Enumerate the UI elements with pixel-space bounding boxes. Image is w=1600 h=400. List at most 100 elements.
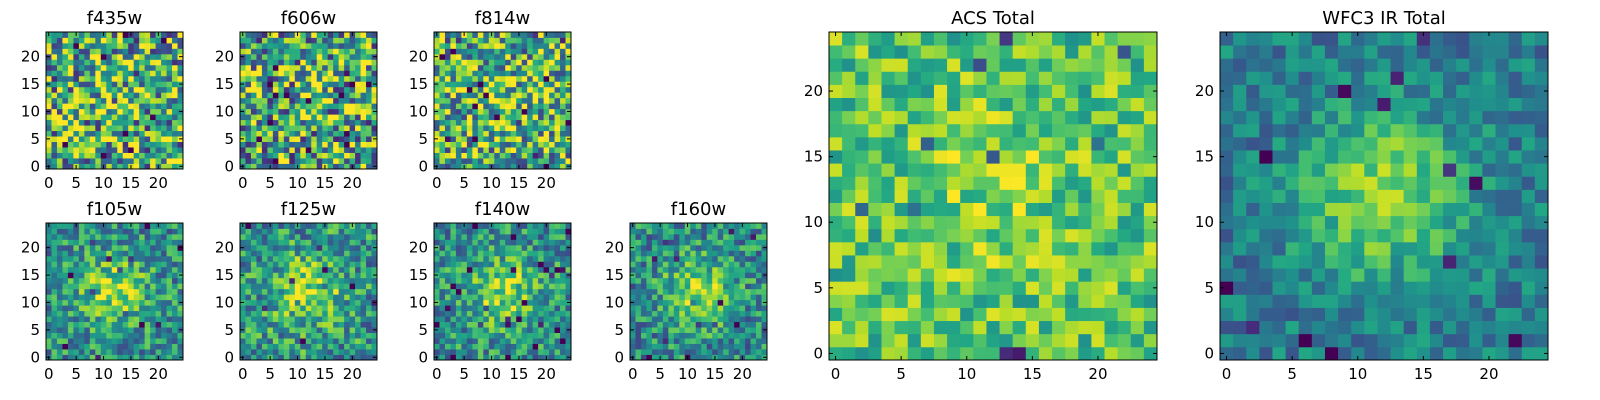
heatmap-cell	[250, 272, 257, 279]
heatmap-cell	[761, 250, 768, 257]
heatmap-cell	[494, 349, 501, 355]
heatmap-cell	[355, 288, 361, 295]
heatmap-cell	[439, 108, 446, 115]
heatmap-cell	[294, 305, 301, 312]
panel-title: f125w	[281, 199, 336, 220]
heatmap-cell	[267, 244, 274, 251]
heatmap-cell	[128, 299, 135, 306]
heatmap-cell	[283, 163, 290, 170]
heatmap-cell	[842, 268, 856, 282]
heatmap-cell	[532, 294, 539, 301]
heatmap-cell	[630, 250, 636, 257]
heatmap-cell	[1091, 268, 1105, 282]
heatmap-cell	[855, 228, 869, 243]
heatmap-cell	[505, 272, 512, 279]
heatmap-cell	[67, 147, 74, 153]
heatmap-cell	[366, 147, 372, 153]
heatmap-cell	[366, 321, 372, 328]
heatmap-cell	[455, 32, 462, 38]
heatmap-cell	[122, 158, 129, 164]
heatmap-cell	[516, 130, 523, 137]
heatmap-cell	[67, 75, 74, 82]
heatmap-cell	[366, 332, 372, 339]
heatmap-cell	[488, 239, 495, 246]
heatmap-cell	[750, 299, 757, 306]
heatmap-cell	[106, 92, 113, 99]
heatmap-cell	[439, 32, 446, 38]
heatmap-cell	[461, 53, 468, 60]
heatmap-cell	[717, 239, 724, 246]
heatmap-cell	[128, 92, 135, 99]
heatmap-cell	[499, 86, 506, 93]
heatmap-cell	[338, 103, 345, 110]
heatmap-cell	[565, 277, 572, 284]
heatmap-cell	[67, 228, 74, 235]
heatmap-cell	[651, 310, 658, 317]
heatmap-cell	[272, 147, 279, 153]
heatmap-cell	[472, 97, 479, 104]
heatmap-cell	[56, 125, 63, 132]
heatmap-cell	[155, 233, 162, 240]
heatmap-cell	[516, 136, 523, 142]
heatmap-cell	[294, 147, 301, 153]
heatmap-cell	[739, 332, 746, 339]
y-tick-label: 0	[30, 157, 40, 175]
heatmap-cell	[283, 147, 290, 153]
heatmap-cell	[355, 97, 361, 104]
heatmap-cell	[272, 114, 279, 121]
heatmap-cell	[51, 327, 58, 333]
heatmap-cell	[565, 158, 572, 164]
heatmap-cell	[84, 103, 91, 110]
heatmap-cell	[450, 81, 457, 88]
heatmap-cell	[920, 163, 935, 177]
heatmap-cell	[521, 239, 528, 246]
heatmap-cell	[78, 92, 85, 99]
heatmap-cell	[439, 103, 446, 110]
heatmap-cell	[289, 305, 296, 312]
heatmap-cell	[294, 75, 301, 82]
heatmap-cell	[349, 310, 356, 317]
heatmap-cell	[543, 92, 550, 99]
heatmap-cell	[240, 141, 246, 148]
heatmap-cell	[155, 141, 162, 148]
heatmap-cell	[472, 277, 479, 284]
heatmap-cell	[494, 48, 501, 55]
heatmap-cell	[728, 338, 735, 344]
heatmap-cell	[150, 354, 156, 361]
heatmap-cell	[344, 53, 350, 60]
heatmap-cell	[505, 343, 512, 350]
axes-frame	[239, 31, 378, 170]
heatmap-cell	[56, 316, 63, 323]
heatmap-cell	[1065, 333, 1079, 348]
heatmap-cell	[278, 239, 285, 246]
heatmap-cell	[355, 332, 361, 339]
heatmap-cell	[73, 310, 80, 317]
heatmap-cell	[78, 272, 85, 279]
heatmap-cell	[706, 233, 713, 240]
heatmap-cell	[51, 103, 58, 110]
heatmap-cell	[679, 228, 686, 235]
heatmap-cell	[450, 158, 457, 164]
heatmap-cell	[100, 338, 107, 344]
heatmap-cell	[294, 250, 301, 257]
heatmap-cell	[1012, 307, 1027, 322]
heatmap-cell	[111, 141, 118, 148]
heatmap-cell	[172, 158, 178, 164]
heatmap-cell	[56, 283, 63, 290]
heatmap-cell	[139, 32, 146, 38]
heatmap-cell	[56, 158, 63, 164]
heatmap-cell	[668, 321, 675, 328]
heatmap-cell	[311, 97, 318, 104]
heatmap-cell	[84, 321, 91, 328]
heatmap-cell	[483, 119, 490, 126]
heatmap-cell	[327, 223, 334, 229]
heatmap-cell	[521, 244, 528, 251]
heatmap-cell	[1143, 346, 1158, 361]
heatmap-cell	[355, 125, 361, 132]
heatmap-cell	[278, 158, 285, 164]
heatmap-cell	[510, 42, 517, 49]
heatmap-cell	[494, 147, 501, 153]
heatmap-cell	[477, 343, 484, 350]
heatmap-cell	[560, 310, 566, 317]
heatmap-cell	[532, 125, 539, 132]
